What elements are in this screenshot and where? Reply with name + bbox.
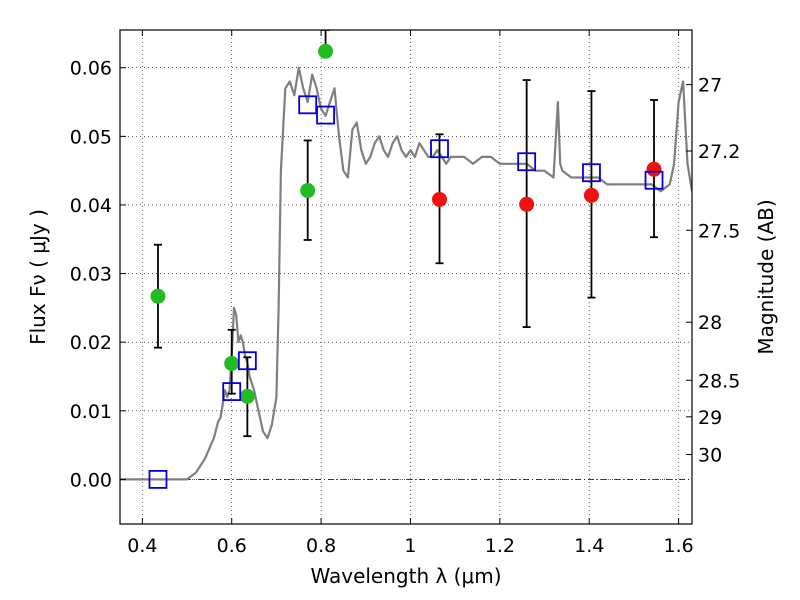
model-point-square — [148, 470, 168, 489]
y-tick-label: 0.06 — [70, 58, 112, 80]
right-tick-label: 28.5 — [698, 370, 740, 392]
y-tick-label: 0.04 — [70, 195, 112, 217]
x-tick-label: 0.6 — [217, 535, 247, 557]
model-point-square — [517, 152, 537, 172]
right-tick-label: 30 — [698, 444, 722, 466]
x-tick-label: 0.4 — [127, 535, 157, 557]
right-tick-label: 29 — [698, 407, 722, 429]
data-point — [300, 183, 316, 199]
model-point-square — [222, 382, 242, 401]
data-point — [224, 355, 240, 371]
x-axis: 0.4 0.6 0.8 1 1.2 1.4 1.6 — [127, 30, 694, 557]
x-tick-label: 1.4 — [574, 535, 604, 557]
model-point-square — [237, 351, 257, 371]
data-point — [646, 161, 662, 177]
model-point-square — [430, 139, 449, 159]
plot-area — [120, 30, 692, 489]
model-point-square — [316, 105, 335, 125]
x-tick-label: 0.8 — [306, 535, 336, 557]
y-axis-label: Flux Fν ( μJy ) — [26, 209, 50, 345]
data-point — [519, 196, 535, 212]
y-axis: 0.00 0.01 0.02 0.03 0.04 0.05 0.06 — [70, 58, 126, 491]
data-point — [239, 388, 255, 404]
data-point — [432, 191, 448, 207]
x-axis-label: Wavelength λ (μm) — [310, 564, 501, 588]
model-spectrum-line — [120, 66, 692, 481]
y-tick-label: 0.03 — [70, 264, 112, 286]
y-tick-label: 0.02 — [70, 332, 112, 354]
x-tick-label: 1.6 — [663, 535, 693, 557]
data-point — [318, 43, 334, 59]
y-tick-label: 0.05 — [70, 126, 112, 148]
model-point-square — [298, 95, 318, 115]
data-point — [150, 288, 166, 304]
y-tick-label: 0.01 — [70, 401, 112, 423]
plot-frame — [119, 29, 693, 525]
right-tick-label: 28 — [698, 312, 722, 334]
x-tick-label: 1 — [404, 535, 416, 557]
right-axis-label: Magnitude (AB) — [754, 199, 778, 354]
right-tick-label: 27 — [698, 75, 722, 97]
right-tick-label: 27.5 — [698, 220, 740, 242]
grid — [120, 30, 692, 524]
right-tick-label: 27.2 — [698, 141, 740, 163]
y-tick-label: 0.00 — [70, 469, 112, 491]
x-tick-label: 1.2 — [485, 535, 515, 557]
right-axis: 27 27.2 27.5 28 28.5 29 30 — [686, 75, 740, 466]
model-point-square — [644, 170, 664, 190]
model-point-square — [582, 163, 601, 183]
data-point — [583, 187, 599, 203]
